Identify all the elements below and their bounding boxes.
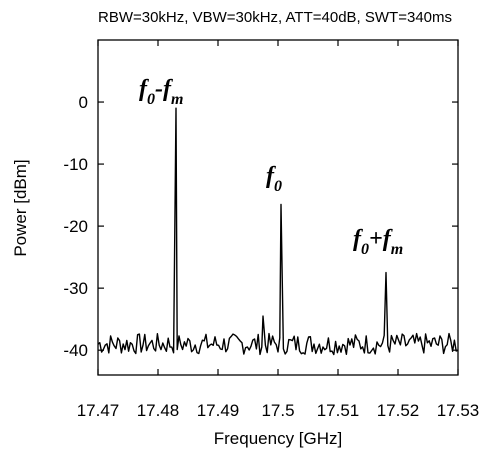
y-tick-label: 0 <box>79 93 88 112</box>
x-tick-label: 17.52 <box>377 401 420 420</box>
annotation-f0: f0​ <box>266 163 282 195</box>
annotation-f0-fm: f0​-fm​ <box>139 76 183 108</box>
y-tick-label: -30 <box>63 279 88 298</box>
x-tick-label: 17.51 <box>317 401 360 420</box>
y-axis-label: Power [dBm] <box>11 159 30 256</box>
analyzer-settings: RBW=30kHz, VBW=30kHz, ATT=40dB, SWT=340m… <box>98 9 452 26</box>
x-tick-label: 17.49 <box>197 401 240 420</box>
annotation-f0+fm: f0​+fm​ <box>353 226 403 258</box>
x-axis-label: Frequency [GHz] <box>214 429 343 448</box>
peak-annotations: f0​-fm​ f0​ f0​+fm​ <box>139 76 403 258</box>
x-tick-label: 17.53 <box>437 401 480 420</box>
x-tick-label: 17.47 <box>77 401 120 420</box>
spectrum-trace <box>97 107 459 356</box>
x-tick-label: 17.5 <box>261 401 294 420</box>
y-tick-label: -10 <box>63 155 88 174</box>
y-tick-label: -20 <box>63 217 88 236</box>
y-tick-label: -40 <box>63 341 88 360</box>
x-tick-label: 17.48 <box>137 401 180 420</box>
y-tick-labels: 0 -10 -20 -30 -40 <box>63 93 88 360</box>
x-tick-labels: 17.47 17.48 17.49 17.5 17.51 17.52 17.53 <box>77 401 480 420</box>
